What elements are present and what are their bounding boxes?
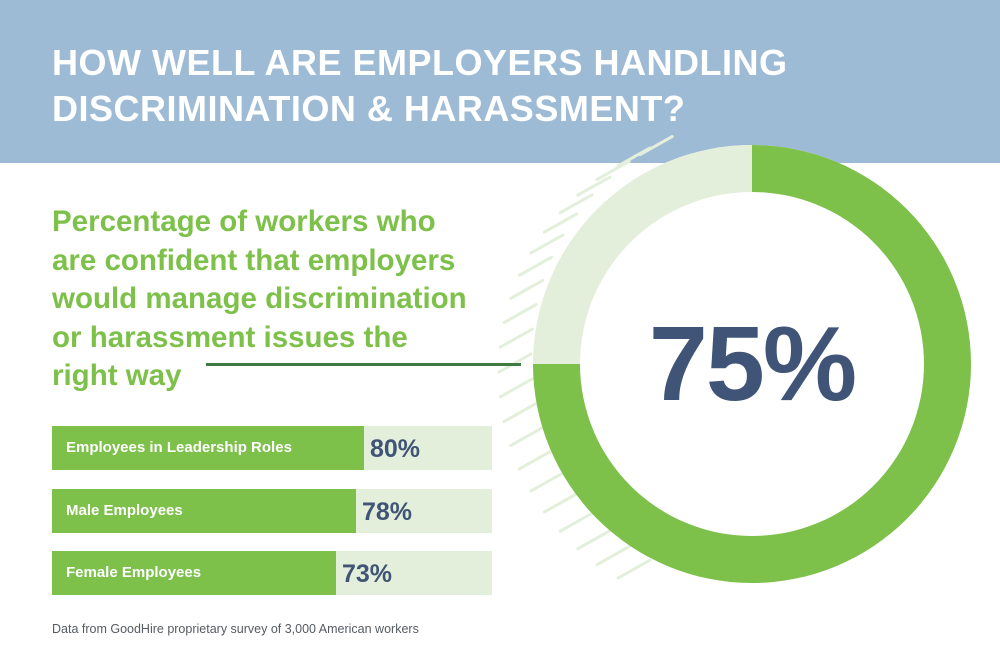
decorative-stripe <box>595 159 631 181</box>
donut-center-value: 75% <box>648 304 857 423</box>
decorative-stripe <box>502 303 538 325</box>
decorative-stripe <box>616 558 652 580</box>
bar-row: Employees in Leadership Roles 80% <box>52 426 492 470</box>
chart-subtitle: Percentage of workers who are confident … <box>52 203 522 396</box>
decorative-stripe <box>542 212 578 234</box>
subtitle-line-3: would manage discrimination <box>52 282 467 315</box>
donut-background <box>533 145 971 583</box>
decorative-stripe <box>558 193 594 215</box>
decorative-stripe <box>502 401 538 423</box>
bar-fill <box>52 489 356 533</box>
bar-category-label: Male Employees <box>66 502 183 519</box>
source-note: Data from GoodHire proprietary survey of… <box>52 622 419 636</box>
decorative-stripe <box>509 426 545 448</box>
bar-category-label: Female Employees <box>66 564 202 581</box>
bar-row: Female Employees 73% <box>52 551 492 595</box>
subtitle-line-2: are confident that employers <box>52 243 456 277</box>
decorative-stripe <box>529 233 565 255</box>
title-line-1: HOW WELL ARE EMPLOYERS HANDLING <box>52 42 788 83</box>
decorative-stripe <box>518 449 554 471</box>
bar-fill <box>52 551 336 595</box>
donut-slice-remainder <box>533 145 752 364</box>
subtitle-line-4: or harassment issues the <box>52 320 408 354</box>
decorative-stripe <box>498 377 534 399</box>
subtitle-line-1: Percentage of workers who <box>52 205 436 238</box>
donut-chart <box>533 145 971 583</box>
decorative-stripes <box>497 135 674 580</box>
decorative-stripe <box>576 529 612 551</box>
decorative-stripe <box>518 255 554 277</box>
decorative-stripe <box>576 175 612 197</box>
decorative-stripe <box>529 471 565 493</box>
decorative-stripe <box>542 492 578 514</box>
leader-line <box>206 363 521 366</box>
decorative-stripe <box>595 545 631 567</box>
decorative-stripe <box>638 135 674 157</box>
decorative-stripe <box>498 327 534 349</box>
bar-value-label: 78% <box>362 498 413 526</box>
header-banner <box>0 0 1000 163</box>
subtitle-line-5: right way <box>52 359 182 392</box>
decorative-stripe <box>558 511 594 533</box>
bar-category-label: Employees in Leadership Roles <box>66 439 292 456</box>
bar-fill <box>52 426 364 470</box>
bar-value-label: 80% <box>370 435 421 463</box>
decorative-stripe <box>509 278 545 300</box>
page-title: HOW WELL ARE EMPLOYERS HANDLING DISCRIMI… <box>52 40 952 132</box>
title-line-2: DISCRIMINATION & HARASSMENT? <box>52 88 686 129</box>
bar-value-label: 73% <box>342 560 393 588</box>
bar-row: Male Employees 78% <box>52 489 492 533</box>
